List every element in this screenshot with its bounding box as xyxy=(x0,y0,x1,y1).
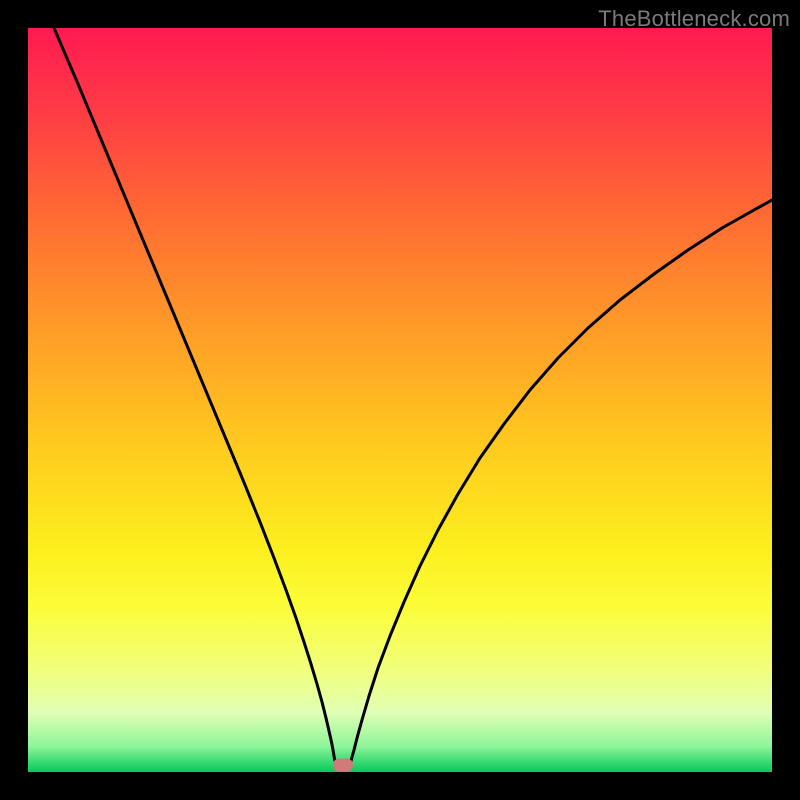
optimal-point-marker xyxy=(333,759,353,772)
plot-area xyxy=(28,28,772,772)
chart-frame: TheBottleneck.com xyxy=(0,0,800,800)
chart-svg xyxy=(28,28,772,772)
watermark-text: TheBottleneck.com xyxy=(598,6,790,32)
gradient-background xyxy=(28,28,772,772)
